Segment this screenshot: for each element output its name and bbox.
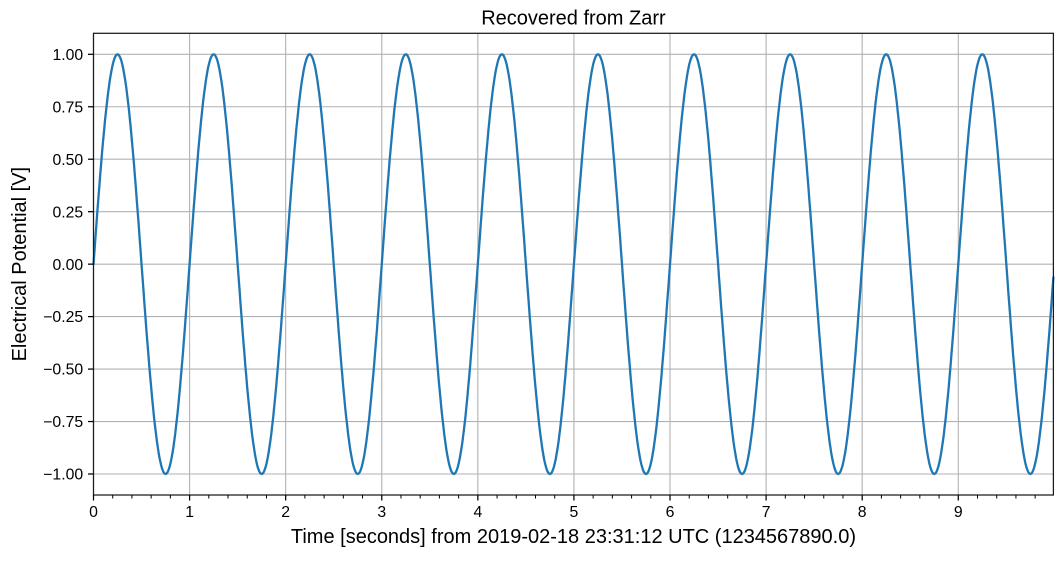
svg-text:0.25: 0.25 (52, 204, 83, 221)
svg-text:−0.75: −0.75 (43, 414, 83, 431)
svg-text:7: 7 (762, 504, 771, 521)
svg-text:9: 9 (954, 504, 963, 521)
svg-text:Electrical Potential [V]: Electrical Potential [V] (9, 167, 31, 362)
svg-text:Recovered from Zarr: Recovered from Zarr (481, 8, 666, 30)
svg-text:−0.25: −0.25 (43, 309, 83, 326)
svg-text:8: 8 (858, 504, 867, 521)
svg-text:0: 0 (89, 504, 98, 521)
svg-text:1: 1 (185, 504, 194, 521)
svg-text:−0.50: −0.50 (43, 362, 83, 379)
svg-text:3: 3 (377, 504, 386, 521)
svg-text:1.00: 1.00 (52, 47, 83, 64)
svg-text:2: 2 (281, 504, 290, 521)
svg-text:5: 5 (570, 504, 579, 521)
svg-text:0.50: 0.50 (52, 152, 83, 169)
svg-text:0.75: 0.75 (52, 99, 83, 116)
svg-text:0.00: 0.00 (52, 257, 83, 274)
svg-text:6: 6 (666, 504, 675, 521)
svg-text:Time [seconds] from 2019-02-18: Time [seconds] from 2019-02-18 23:31:12 … (291, 526, 856, 548)
svg-text:4: 4 (473, 504, 482, 521)
svg-text:−1.00: −1.00 (43, 467, 83, 484)
